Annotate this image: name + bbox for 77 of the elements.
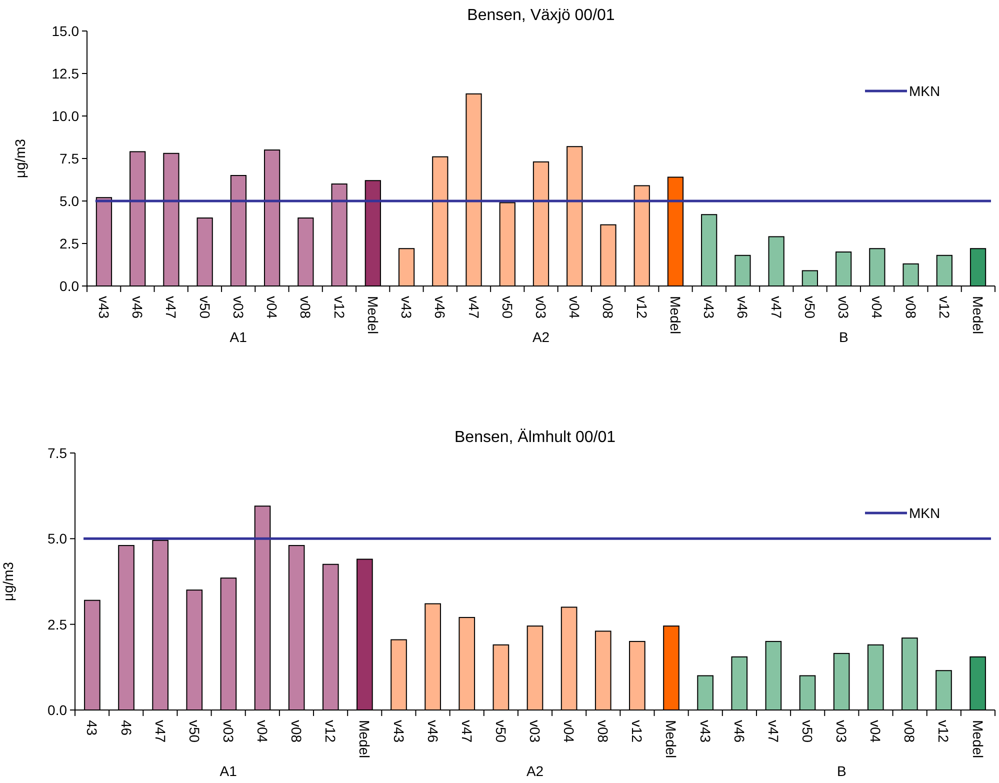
- x-tick-label: v50: [802, 296, 818, 319]
- x-tick-label: v12: [936, 296, 952, 319]
- y-tick-label: 0.0: [60, 278, 80, 294]
- text: B: [836, 763, 846, 779]
- x-tick-label: v47: [466, 296, 482, 319]
- y-axis-title: μg/m3: [12, 138, 28, 178]
- y-tick-label: 10.0: [52, 108, 80, 124]
- x-tick-label: v03: [527, 720, 543, 743]
- x-tick-label: v12: [322, 720, 339, 743]
- x-tick-label: v43: [701, 296, 718, 319]
- y-tick-label: 12.5: [52, 66, 80, 82]
- y-tick-label: 15.0: [52, 23, 80, 39]
- y-tick-label: 0.0: [48, 702, 68, 718]
- x-tick-label: v04: [254, 720, 271, 743]
- text: A2: [532, 329, 550, 345]
- x-tick-label: v50: [499, 296, 516, 319]
- x-tick-label: v47: [163, 296, 180, 319]
- x-tick-label: v03: [834, 720, 850, 743]
- x-tick-label: Medel: [356, 720, 373, 758]
- x-tick-label: Medel: [970, 296, 986, 334]
- x-tick-label: v46: [432, 296, 448, 319]
- x-tick-label: v08: [595, 720, 612, 743]
- text: A2: [526, 763, 544, 779]
- x-tick-label: v08: [298, 296, 314, 319]
- x-tick-label: v47: [458, 720, 475, 743]
- x-tick-label: v04: [869, 296, 886, 319]
- x-tick-label: Medel: [663, 720, 680, 758]
- x-tick-label: v46: [130, 296, 146, 319]
- x-tick-label: v46: [734, 296, 751, 319]
- x-tick-label: Medel: [667, 296, 684, 334]
- x-tick-label: v46: [731, 720, 748, 743]
- x-tick-label: 43: [84, 720, 100, 736]
- x-tick-label: v12: [936, 720, 952, 743]
- x-tick-label: v04: [561, 720, 578, 743]
- x-tick-label: v04: [264, 296, 280, 319]
- x-tick-label: v03: [230, 296, 246, 319]
- x-tick-label: v43: [96, 296, 112, 319]
- y-tick-label: 2.5: [60, 236, 80, 252]
- x-tick-label: Medel: [364, 296, 381, 334]
- x-tick-label: Medel: [970, 720, 986, 758]
- legend-label: MKN: [909, 83, 940, 99]
- x-tick-label: v04: [566, 296, 583, 319]
- y-axis-title: μg/m3: [0, 562, 16, 602]
- x-tick-label: v43: [398, 296, 415, 319]
- y-tick-label: 5.0: [48, 530, 68, 547]
- x-tick-label: 46: [118, 720, 134, 736]
- x-tick-label: v47: [768, 296, 784, 319]
- x-tick-label: v03: [836, 296, 852, 319]
- x-tick-label: v43: [390, 720, 407, 743]
- chart-title: Bensen, Älmhult 00/01: [454, 428, 616, 446]
- chart-title: Bensen, Växjö 00/01: [467, 7, 615, 24]
- legend-label: MKN: [909, 505, 940, 521]
- text: A1: [220, 763, 238, 779]
- x-tick-label: v50: [799, 720, 816, 743]
- x-tick-label: v08: [600, 296, 616, 319]
- x-tick-label: v43: [697, 720, 714, 743]
- x-tick-label: v47: [765, 720, 782, 743]
- x-tick-label: v12: [331, 296, 348, 319]
- y-tick-label: 7.5: [48, 445, 68, 461]
- x-tick-label: v12: [634, 296, 650, 319]
- x-tick-label: v08: [902, 296, 919, 319]
- x-tick-label: v03: [533, 296, 549, 319]
- x-tick-label: v46: [424, 720, 441, 743]
- y-tick-label: 7.5: [60, 150, 80, 166]
- x-tick-label: v50: [492, 720, 509, 743]
- text: B: [838, 329, 848, 345]
- text: A1: [230, 329, 248, 345]
- x-tick-label: v12: [629, 720, 646, 743]
- y-tick-label: 5.0: [60, 193, 80, 209]
- y-tick-label: 2.5: [48, 616, 68, 632]
- x-tick-label: v08: [902, 720, 918, 743]
- x-tick-label: v03: [220, 720, 236, 743]
- x-tick-label: v04: [868, 720, 884, 743]
- x-tick-label: v50: [196, 296, 213, 319]
- x-tick-label: v50: [186, 720, 202, 743]
- x-tick-label: v08: [288, 720, 305, 743]
- x-tick-label: v47: [152, 720, 168, 743]
